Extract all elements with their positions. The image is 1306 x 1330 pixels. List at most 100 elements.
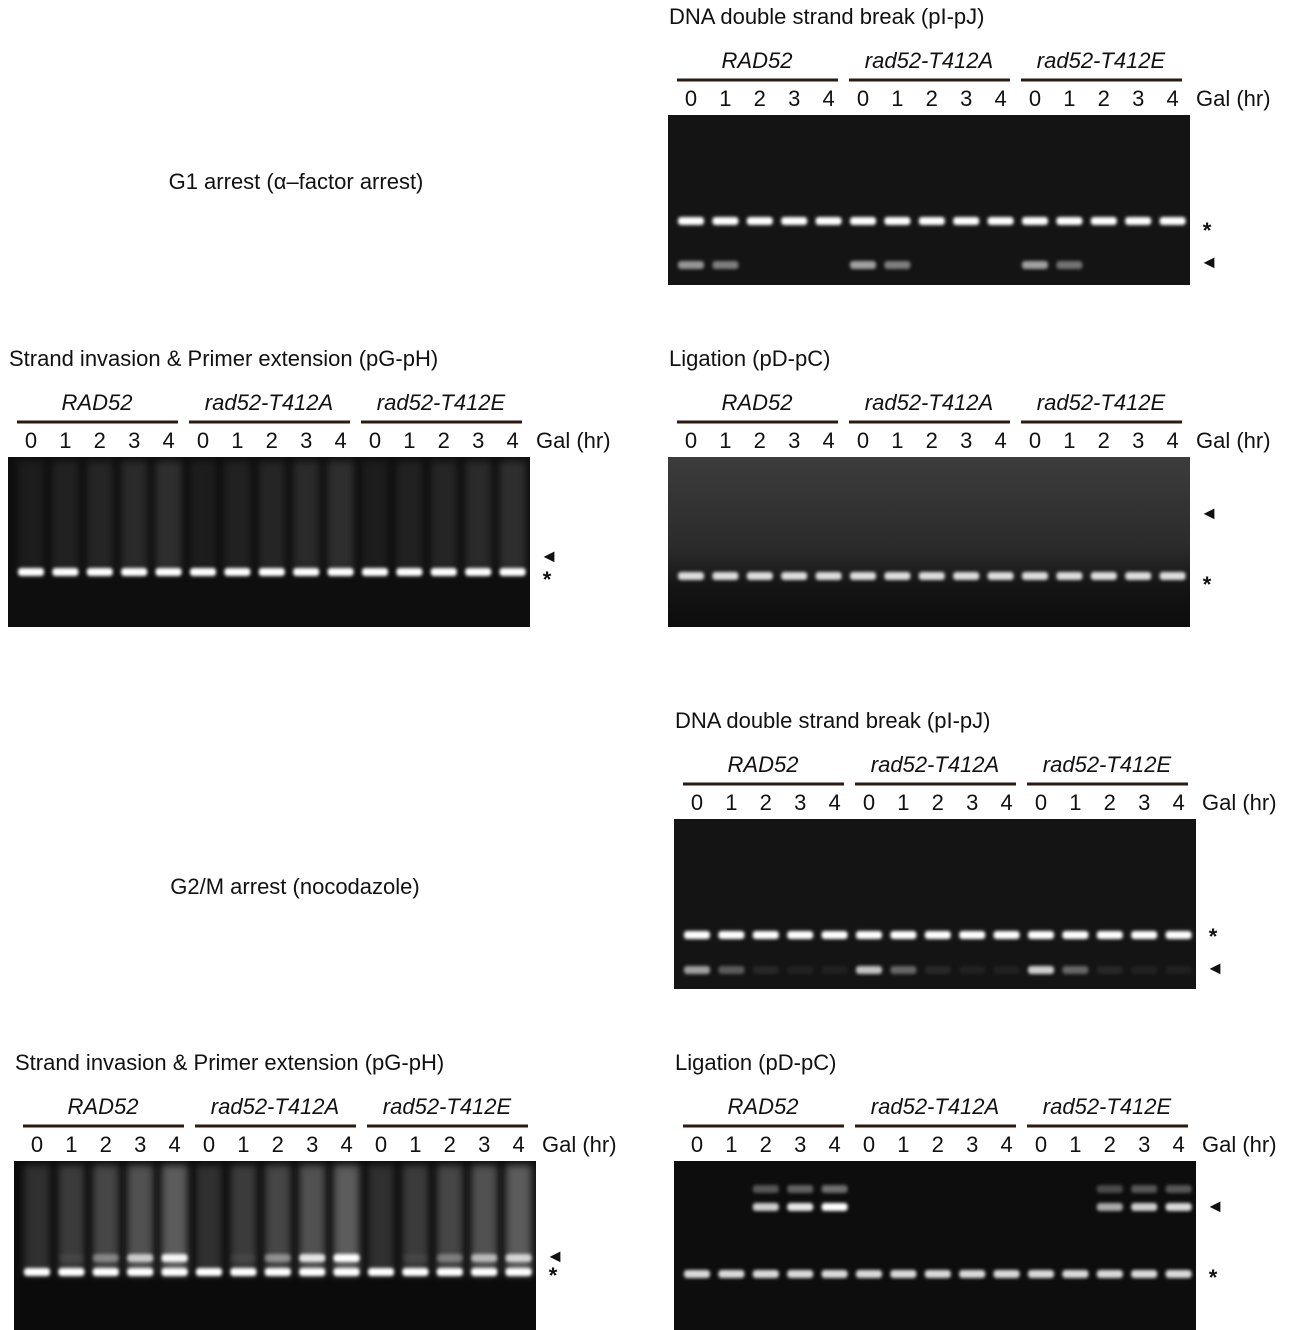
band (1097, 1270, 1123, 1278)
lane-label: 3 (478, 1132, 490, 1157)
band (58, 1268, 84, 1276)
band (718, 1270, 744, 1278)
band (1097, 966, 1123, 974)
lane-label: 2 (1104, 790, 1116, 815)
lane-label: 3 (960, 428, 972, 453)
band (959, 931, 985, 939)
lane-smear (52, 461, 78, 571)
band (1091, 572, 1117, 580)
lane-label: 2 (1104, 1132, 1116, 1157)
lane-label: 0 (863, 790, 875, 815)
marker-star: * (1209, 924, 1218, 949)
band (1131, 931, 1157, 939)
band (753, 966, 779, 974)
band (93, 1254, 119, 1262)
band (684, 1270, 710, 1278)
band (471, 1254, 497, 1262)
group-label: rad52-T412A (865, 48, 993, 73)
band (1166, 966, 1192, 974)
lane-label: 3 (128, 428, 140, 453)
band (856, 931, 882, 939)
lane-label: 2 (1098, 86, 1110, 111)
band (953, 572, 979, 580)
lane-label: 0 (1035, 790, 1047, 815)
group-label: rad52-T412A (871, 1094, 999, 1119)
lane-label: 2 (754, 86, 766, 111)
lane-smear (396, 461, 422, 571)
band (822, 1203, 848, 1211)
lane-label: 4 (1172, 790, 1184, 815)
band (500, 568, 526, 576)
lane-label: 3 (794, 1132, 806, 1157)
lane-label: 1 (237, 1132, 249, 1157)
band (1022, 217, 1048, 225)
band (753, 1270, 779, 1278)
lane-label: 3 (960, 86, 972, 111)
band (678, 217, 704, 225)
lane-label: 1 (1063, 86, 1075, 111)
band (224, 568, 250, 576)
group-label: rad52-T412E (1037, 390, 1166, 415)
gel-bands (24, 1165, 532, 1276)
section-label: G1 arrest (α–factor arrest) (169, 169, 424, 194)
band (1166, 1185, 1192, 1193)
lane-label: 0 (685, 86, 697, 111)
marker-star: * (1209, 1265, 1218, 1290)
lane-label: 1 (897, 1132, 909, 1157)
band (816, 217, 842, 225)
gel-title: Strand invasion & Primer extension (pG-p… (9, 346, 438, 371)
band (299, 1268, 325, 1276)
lane-label: 1 (403, 428, 415, 453)
band (925, 966, 951, 974)
band (58, 1254, 84, 1262)
lane-label: 4 (512, 1132, 524, 1157)
group-label: rad52-T412A (205, 390, 333, 415)
group-label: rad52-T412E (377, 390, 506, 415)
band (994, 931, 1020, 939)
section-label: G2/M arrest (nocodazole) (170, 874, 419, 899)
lane-label: 4 (822, 428, 834, 453)
band (437, 1268, 463, 1276)
band (678, 572, 704, 580)
lane-label: 3 (966, 790, 978, 815)
band (781, 217, 807, 225)
lane-label: 2 (438, 428, 450, 453)
group-label: rad52-T412E (383, 1094, 512, 1119)
band (884, 261, 910, 269)
lane-label: 4 (822, 86, 834, 111)
band (850, 217, 876, 225)
band (1125, 572, 1151, 580)
marker-arrow: ◄ (1200, 252, 1218, 272)
lane-label: 1 (725, 1132, 737, 1157)
band (850, 572, 876, 580)
axis-label: Gal (hr) (536, 428, 611, 453)
band (471, 1268, 497, 1276)
band (919, 217, 945, 225)
marker-star: * (1203, 218, 1212, 243)
band (959, 966, 985, 974)
axis-label: Gal (hr) (1202, 790, 1277, 815)
lane-label: 4 (168, 1132, 180, 1157)
gel-title: Ligation (pD-pC) (669, 346, 830, 371)
lane-label: 0 (863, 1132, 875, 1157)
lane-label: 0 (691, 1132, 703, 1157)
band (747, 572, 773, 580)
lane-label: 0 (375, 1132, 387, 1157)
band (1166, 1203, 1192, 1211)
lane-label: 1 (1069, 1132, 1081, 1157)
band (988, 572, 1014, 580)
lane-label: 1 (1063, 428, 1075, 453)
band (822, 931, 848, 939)
band (1131, 1185, 1157, 1193)
band (18, 568, 44, 576)
lane-label: 1 (409, 1132, 421, 1157)
band (1056, 217, 1082, 225)
lane-smear (465, 461, 491, 571)
lane-label: 1 (65, 1132, 77, 1157)
band (87, 568, 113, 576)
lane-label: 4 (1000, 1132, 1012, 1157)
lane-smear (196, 1165, 222, 1275)
band (787, 1270, 813, 1278)
marker-arrow: ◄ (546, 1246, 564, 1266)
lane-label: 4 (334, 428, 346, 453)
